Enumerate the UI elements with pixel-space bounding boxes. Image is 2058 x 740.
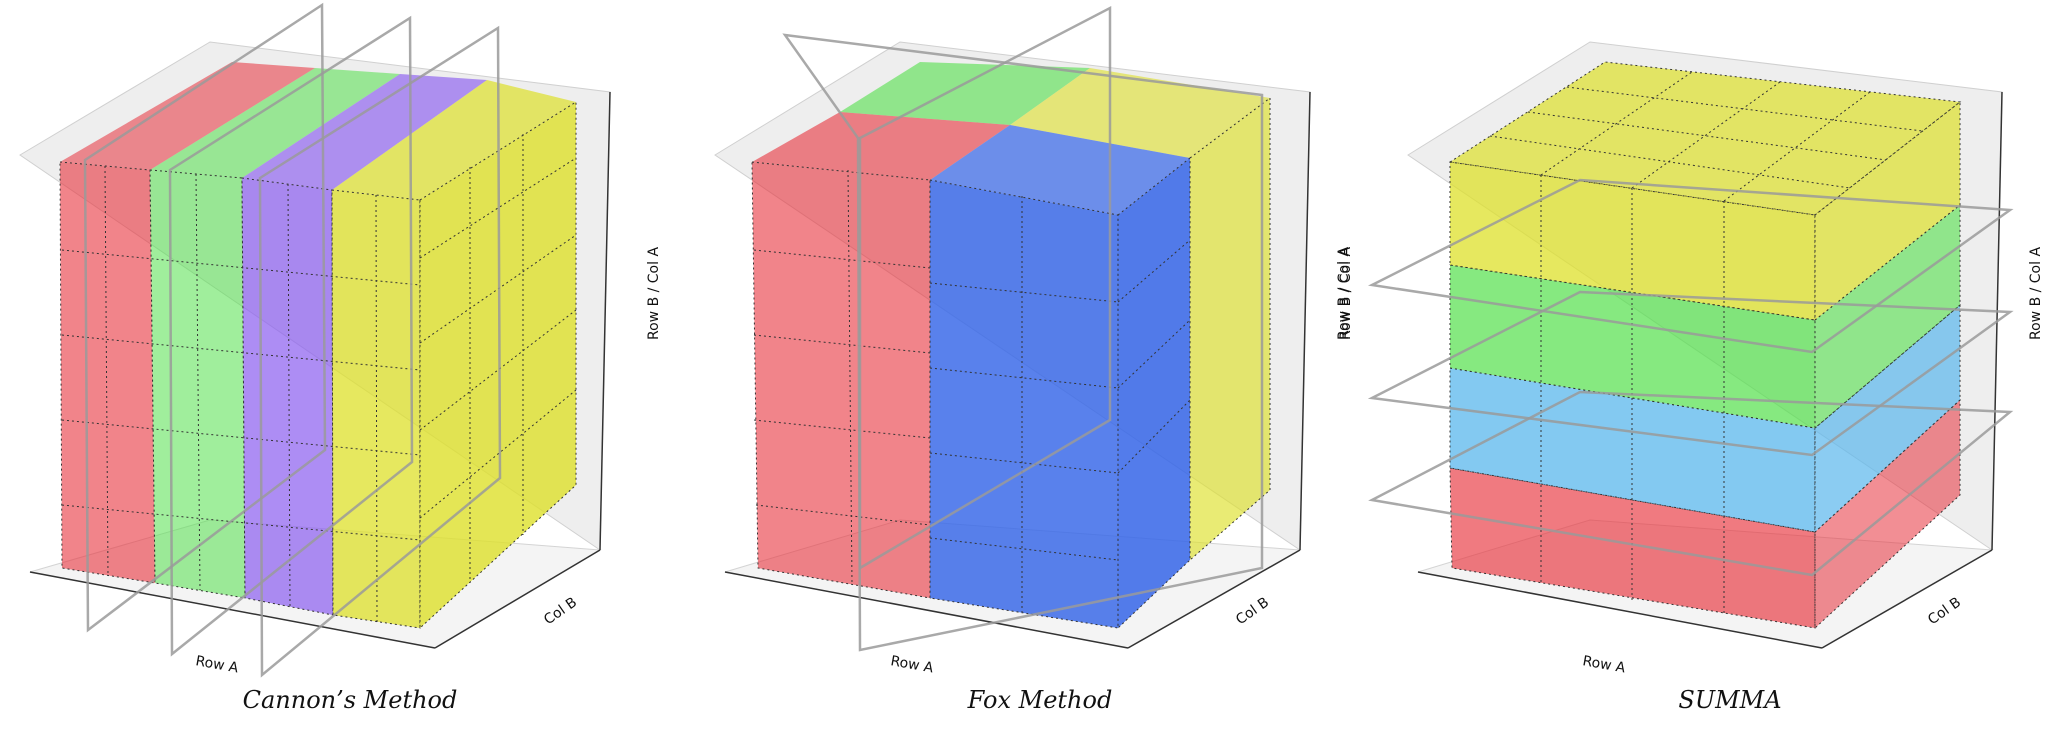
plane-3 [1368,390,2014,577]
front-grid [61,165,421,623]
slab-green [149,68,400,599]
plane-1 [1367,178,2014,354]
plane-2 [858,5,1112,571]
plane-1 [83,2,327,633]
axis-label-col: Col B [1925,594,1964,628]
axis-label-depth: Row B / Col A [1336,247,1352,340]
panel-title: Cannon’s Method [243,686,458,714]
axis-line [599,91,611,551]
axis-label-col: Col B [541,594,580,628]
block-blue [929,125,1191,630]
axis-line [434,549,601,649]
axis-line [1299,91,1311,551]
axis-label-depth: Row B / Col A [646,247,662,340]
axis-line [29,571,436,649]
block-red [751,112,1010,599]
axis-label-col: Col B [1233,594,1272,628]
block-green-back [840,62,1090,125]
axis-line [1417,571,1823,649]
slab-red [59,62,315,584]
panel-title: Fox Method [967,686,1113,714]
front-grid [753,249,931,526]
axis-line [1127,549,1301,649]
block-yellow [331,80,577,630]
block-yellow-back [1010,68,1271,562]
panel-title: SUMMA [1678,686,1781,714]
axis-label-depth-right: Row B / Col A [2028,247,2044,340]
axis-label-depth-left: Row B / Col A [1338,247,1354,340]
panel-cannon: Row A Col B Row B / Col A Cannon’s Metho… [19,2,662,714]
partition-planes [83,2,502,678]
axis-label-row: Row A [1581,653,1627,676]
plane-1 [782,33,1264,652]
partition-planes [782,5,1264,652]
axis-line [1821,549,1993,649]
slab-purple [241,74,487,616]
axis-label-row: Row A [194,653,240,676]
panel-summa: Row A Col B Row B / Col A Row B / Col A … [1338,41,2044,714]
panel-fox: Row A Col B Row B / Col A Fox Method [714,5,1352,714]
plane-2 [1367,290,2014,457]
axis-line [724,571,1129,649]
plane-2 [168,15,414,657]
axis-label-row: Row A [889,653,935,676]
partition-planes [1367,178,2014,577]
plane-3 [258,25,502,678]
